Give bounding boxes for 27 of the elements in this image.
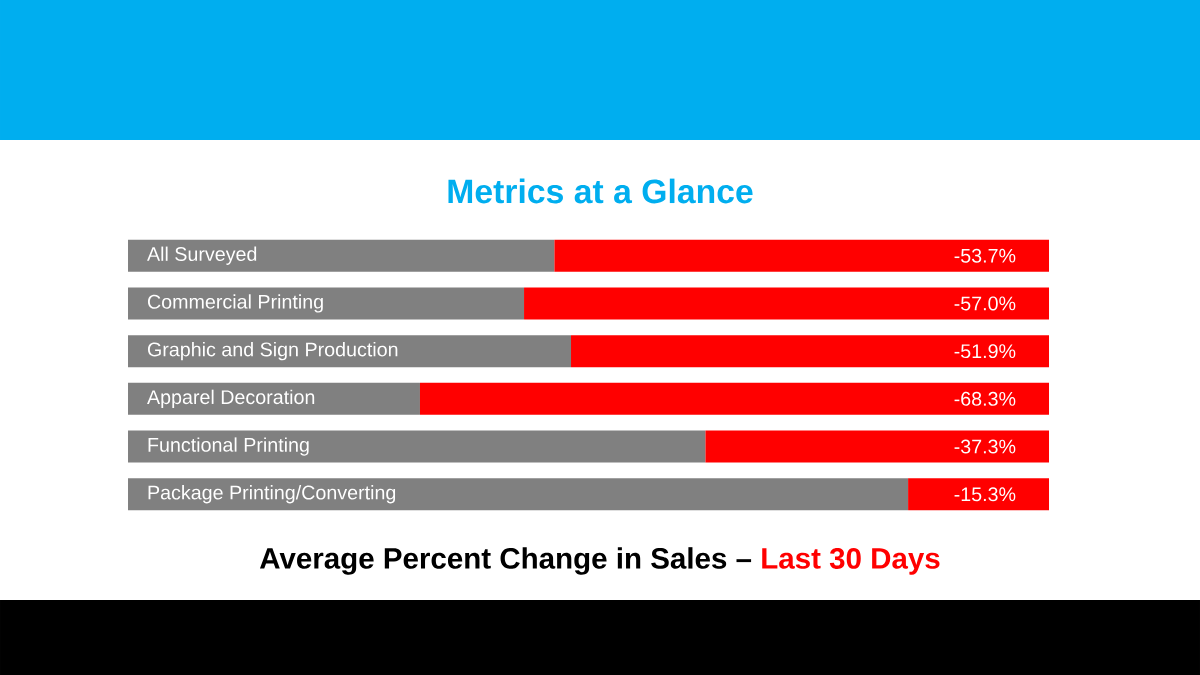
data-label: -53.7% xyxy=(954,248,1016,263)
bar xyxy=(128,382,420,415)
data-label: -15.3% xyxy=(954,487,1016,502)
bar xyxy=(128,239,555,272)
bar xyxy=(419,382,1050,415)
y-tick-label: Graphic and Sign Production xyxy=(147,341,398,361)
y-tick-label: All Surveyed xyxy=(147,246,257,265)
bar xyxy=(128,335,572,368)
x-axis-title: Average Percent Change in Sales – xyxy=(259,547,752,575)
y-tick-label: Package Printing/Converting xyxy=(148,485,396,504)
data-label: -57.0% xyxy=(954,296,1016,311)
bar xyxy=(908,478,1050,511)
y-tick-label: Apparel Decoration xyxy=(147,389,315,409)
chart-title: Metrics at a Glance xyxy=(448,178,753,204)
bar xyxy=(571,335,1050,368)
data-label: -68.3% xyxy=(954,391,1016,406)
bar xyxy=(554,239,1050,272)
text: Last 30 Days xyxy=(762,547,940,575)
bar xyxy=(128,478,909,511)
bar xyxy=(128,287,525,320)
bar xyxy=(705,430,1050,463)
y-tick-label: Commercial Printing xyxy=(147,294,323,313)
bar xyxy=(524,287,1050,320)
bar xyxy=(128,430,706,463)
data-label: -37.3% xyxy=(954,439,1016,454)
data-label: -51.9% xyxy=(954,344,1016,359)
y-tick-label: Functional Printing xyxy=(148,437,309,456)
